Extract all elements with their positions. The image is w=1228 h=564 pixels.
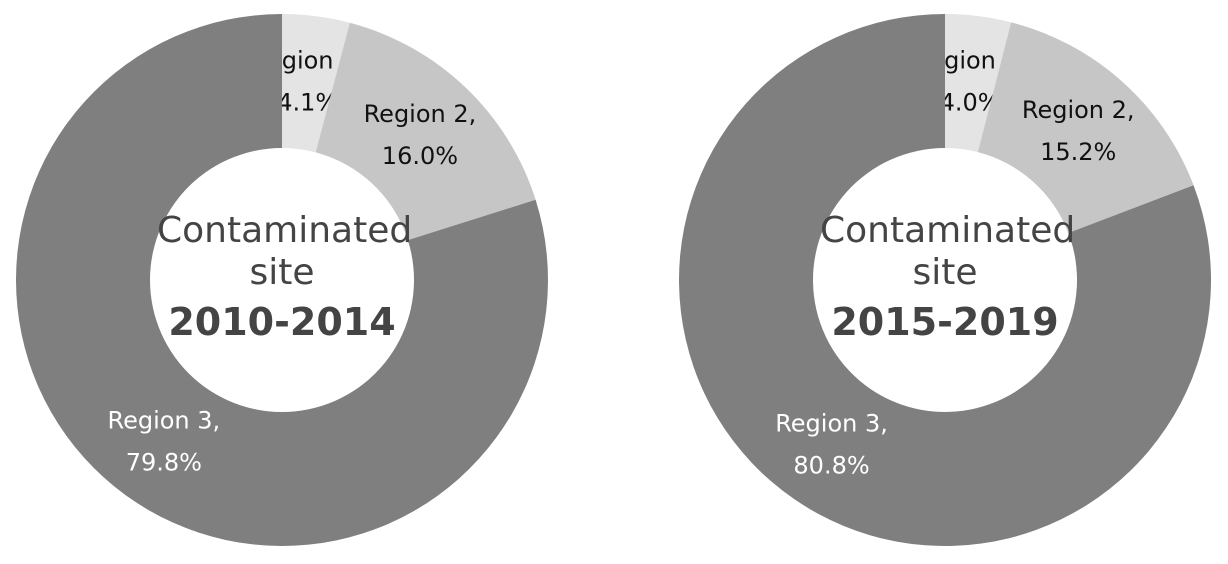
- center-subtitle: 2015-2019: [831, 300, 1059, 344]
- donut-center-label: Contaminated site 2015-2019: [820, 210, 1076, 344]
- slice-value-label: 80.8%: [793, 452, 869, 480]
- slice-category: Region 3,: [775, 410, 888, 438]
- slice-value-label: 16.0%: [382, 142, 458, 170]
- slice-category: Region 2,: [1022, 96, 1135, 124]
- donut-slice: [282, 14, 350, 153]
- donut-slice: [678, 14, 1211, 547]
- donut-center-label: Contaminated site 2010-2014: [157, 210, 413, 344]
- slice-value-label: 15.2%: [1040, 138, 1116, 166]
- donut-slice: [315, 22, 536, 241]
- center-subtitle: 2010-2014: [168, 300, 396, 344]
- slice-value-label: 79.8%: [126, 448, 202, 476]
- donut-slice: [15, 14, 548, 546]
- center-title: Contaminated site: [157, 210, 413, 293]
- slice-category: Region 3,: [107, 406, 220, 434]
- center-title: Contaminated site: [820, 210, 1076, 293]
- donut-slice: [945, 14, 1012, 153]
- donut-slice: [977, 22, 1194, 233]
- slice-category: Region 2,: [364, 100, 477, 128]
